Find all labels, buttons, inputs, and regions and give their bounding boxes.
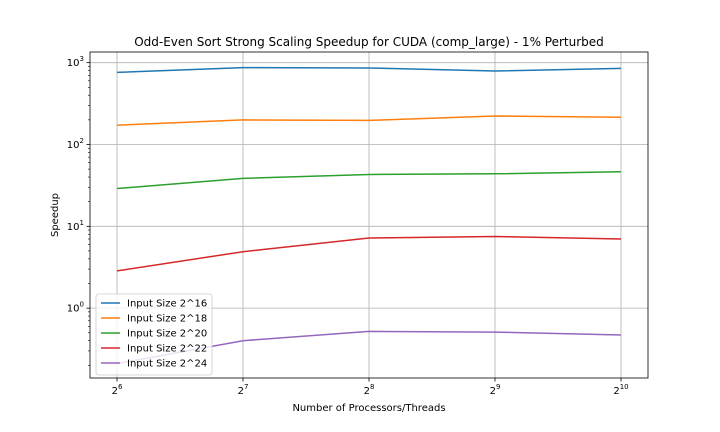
series-line [116, 235, 622, 272]
series-line [116, 115, 622, 126]
y-tick-label: 103 [67, 55, 84, 69]
x-ticks: 26 27 28 29 210 [112, 378, 629, 397]
grid-lines [90, 52, 648, 378]
y-tick-label: 101 [67, 219, 84, 233]
legend-box [95, 293, 213, 376]
y-axis-title: Speedup [50, 193, 61, 237]
y-ticks: 100 101 102 103 [67, 55, 90, 366]
x-tick-label: 28 [364, 383, 375, 397]
y-tick-label: 100 [67, 301, 84, 315]
x-tick-label: 210 [613, 383, 628, 397]
legend: Input Size 2^16 Input Size 2^18 Input Size… [95, 293, 213, 376]
x-tick-label: 26 [112, 383, 123, 397]
x-tick-label: 27 [238, 383, 249, 397]
x-axis-title: Number of Processors/Threads [292, 403, 445, 414]
legend-label: Input Size 2^18 [127, 314, 207, 325]
legend-label: Input Size 2^22 [127, 344, 207, 355]
x-tick-label: 29 [490, 383, 501, 397]
legend-label: Input Size 2^24 [127, 359, 207, 370]
legend-label: Input Size 2^20 [127, 329, 207, 340]
legend-label: Input Size 2^16 [127, 299, 207, 310]
series-line [116, 170, 622, 190]
y-tick-label: 102 [67, 137, 84, 151]
chart-title: Odd-Even Sort Strong Scaling Speedup for… [134, 35, 604, 49]
series-line [116, 66, 622, 74]
